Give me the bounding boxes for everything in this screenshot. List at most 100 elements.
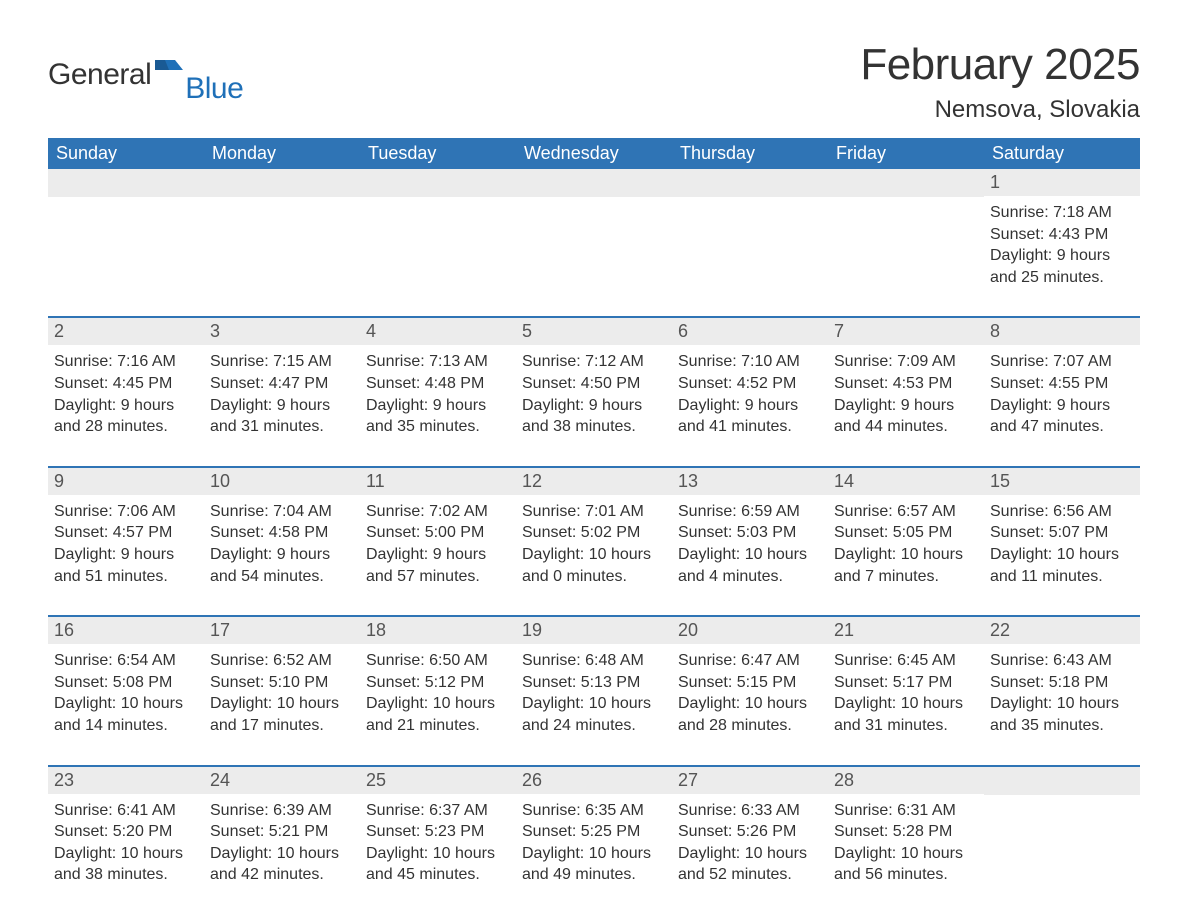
day-number: 25: [360, 767, 516, 794]
day-number: 22: [984, 617, 1140, 644]
day-cell: 8Sunrise: 7:07 AMSunset: 4:55 PMDaylight…: [984, 318, 1140, 447]
sunrise-text: Sunrise: 6:48 AM: [522, 650, 666, 672]
day-cell: 5Sunrise: 7:12 AMSunset: 4:50 PMDaylight…: [516, 318, 672, 447]
day-number: [48, 169, 204, 197]
sunset-text: Sunset: 4:52 PM: [678, 373, 822, 395]
day-number: 9: [48, 468, 204, 495]
day-cell: [828, 169, 984, 298]
day-body: Sunrise: 7:10 AMSunset: 4:52 PMDaylight:…: [672, 345, 828, 447]
daylight-text: Daylight: 10 hours and 11 minutes.: [990, 544, 1134, 587]
sunrise-text: Sunrise: 7:06 AM: [54, 501, 198, 523]
title-block: February 2025 Nemsova, Slovakia: [860, 40, 1140, 124]
day-body: Sunrise: 7:04 AMSunset: 4:58 PMDaylight:…: [204, 495, 360, 597]
day-number: 17: [204, 617, 360, 644]
day-number: 8: [984, 318, 1140, 345]
weekday-header: Wednesday: [516, 138, 672, 169]
sunrise-text: Sunrise: 6:35 AM: [522, 800, 666, 822]
sunrise-text: Sunrise: 7:15 AM: [210, 351, 354, 373]
daylight-text: Daylight: 9 hours and 28 minutes.: [54, 395, 198, 438]
logo: General Blue: [48, 58, 243, 92]
daylight-text: Daylight: 9 hours and 41 minutes.: [678, 395, 822, 438]
day-cell: 11Sunrise: 7:02 AMSunset: 5:00 PMDayligh…: [360, 468, 516, 597]
week-spacer: [48, 597, 1140, 615]
sunset-text: Sunset: 5:07 PM: [990, 522, 1134, 544]
daylight-text: Daylight: 10 hours and 31 minutes.: [834, 693, 978, 736]
sunrise-text: Sunrise: 7:12 AM: [522, 351, 666, 373]
day-cell: 15Sunrise: 6:56 AMSunset: 5:07 PMDayligh…: [984, 468, 1140, 597]
sunset-text: Sunset: 4:45 PM: [54, 373, 198, 395]
day-body: Sunrise: 6:31 AMSunset: 5:28 PMDaylight:…: [828, 794, 984, 896]
day-body: Sunrise: 7:07 AMSunset: 4:55 PMDaylight:…: [984, 345, 1140, 447]
day-cell: 10Sunrise: 7:04 AMSunset: 4:58 PMDayligh…: [204, 468, 360, 597]
day-number: 12: [516, 468, 672, 495]
month-title: February 2025: [860, 40, 1140, 90]
weekday-header: Friday: [828, 138, 984, 169]
day-cell: 2Sunrise: 7:16 AMSunset: 4:45 PMDaylight…: [48, 318, 204, 447]
sunrise-text: Sunrise: 7:04 AM: [210, 501, 354, 523]
sunset-text: Sunset: 5:18 PM: [990, 672, 1134, 694]
day-number: 26: [516, 767, 672, 794]
day-cell: 19Sunrise: 6:48 AMSunset: 5:13 PMDayligh…: [516, 617, 672, 746]
sunrise-text: Sunrise: 7:02 AM: [366, 501, 510, 523]
day-cell: [672, 169, 828, 298]
day-cell: 13Sunrise: 6:59 AMSunset: 5:03 PMDayligh…: [672, 468, 828, 597]
day-body: Sunrise: 7:02 AMSunset: 5:00 PMDaylight:…: [360, 495, 516, 597]
day-number: 4: [360, 318, 516, 345]
sunset-text: Sunset: 4:43 PM: [990, 224, 1134, 246]
sunrise-text: Sunrise: 6:41 AM: [54, 800, 198, 822]
sunrise-text: Sunrise: 6:54 AM: [54, 650, 198, 672]
day-number: 10: [204, 468, 360, 495]
day-cell: 17Sunrise: 6:52 AMSunset: 5:10 PMDayligh…: [204, 617, 360, 746]
day-cell: [48, 169, 204, 298]
day-number: [204, 169, 360, 197]
day-number: 1: [984, 169, 1140, 196]
day-number: [828, 169, 984, 197]
day-cell: 22Sunrise: 6:43 AMSunset: 5:18 PMDayligh…: [984, 617, 1140, 746]
sunset-text: Sunset: 5:21 PM: [210, 821, 354, 843]
day-cell: 23Sunrise: 6:41 AMSunset: 5:20 PMDayligh…: [48, 767, 204, 896]
day-number: 15: [984, 468, 1140, 495]
topbar: General Blue February 2025 Nemsova, Slov…: [48, 40, 1140, 124]
day-number: 14: [828, 468, 984, 495]
day-cell: 7Sunrise: 7:09 AMSunset: 4:53 PMDaylight…: [828, 318, 984, 447]
sunset-text: Sunset: 4:58 PM: [210, 522, 354, 544]
week-spacer: [48, 298, 1140, 316]
daylight-text: Daylight: 9 hours and 35 minutes.: [366, 395, 510, 438]
day-body: Sunrise: 6:39 AMSunset: 5:21 PMDaylight:…: [204, 794, 360, 896]
daylight-text: Daylight: 9 hours and 51 minutes.: [54, 544, 198, 587]
sunset-text: Sunset: 5:25 PM: [522, 821, 666, 843]
sunrise-text: Sunrise: 7:16 AM: [54, 351, 198, 373]
day-body: Sunrise: 7:01 AMSunset: 5:02 PMDaylight:…: [516, 495, 672, 597]
day-number: 23: [48, 767, 204, 794]
sunset-text: Sunset: 4:53 PM: [834, 373, 978, 395]
day-cell: 27Sunrise: 6:33 AMSunset: 5:26 PMDayligh…: [672, 767, 828, 896]
sunset-text: Sunset: 5:17 PM: [834, 672, 978, 694]
day-body: Sunrise: 6:48 AMSunset: 5:13 PMDaylight:…: [516, 644, 672, 746]
day-cell: 26Sunrise: 6:35 AMSunset: 5:25 PMDayligh…: [516, 767, 672, 896]
sunset-text: Sunset: 4:50 PM: [522, 373, 666, 395]
sunset-text: Sunset: 5:23 PM: [366, 821, 510, 843]
sunset-text: Sunset: 5:26 PM: [678, 821, 822, 843]
sunrise-text: Sunrise: 6:57 AM: [834, 501, 978, 523]
day-cell: 12Sunrise: 7:01 AMSunset: 5:02 PMDayligh…: [516, 468, 672, 597]
daylight-text: Daylight: 10 hours and 45 minutes.: [366, 843, 510, 886]
day-body: Sunrise: 6:56 AMSunset: 5:07 PMDaylight:…: [984, 495, 1140, 597]
sunset-text: Sunset: 5:00 PM: [366, 522, 510, 544]
daylight-text: Daylight: 10 hours and 7 minutes.: [834, 544, 978, 587]
sunset-text: Sunset: 5:15 PM: [678, 672, 822, 694]
day-cell: 9Sunrise: 7:06 AMSunset: 4:57 PMDaylight…: [48, 468, 204, 597]
day-number: [984, 767, 1140, 795]
day-number: [360, 169, 516, 197]
sunrise-text: Sunrise: 6:56 AM: [990, 501, 1134, 523]
sunrise-text: Sunrise: 6:52 AM: [210, 650, 354, 672]
sunset-text: Sunset: 5:12 PM: [366, 672, 510, 694]
day-cell: 21Sunrise: 6:45 AMSunset: 5:17 PMDayligh…: [828, 617, 984, 746]
daylight-text: Daylight: 10 hours and 56 minutes.: [834, 843, 978, 886]
sunrise-text: Sunrise: 6:37 AM: [366, 800, 510, 822]
day-cell: 6Sunrise: 7:10 AMSunset: 4:52 PMDaylight…: [672, 318, 828, 447]
daylight-text: Daylight: 9 hours and 38 minutes.: [522, 395, 666, 438]
day-body: Sunrise: 7:09 AMSunset: 4:53 PMDaylight:…: [828, 345, 984, 447]
logo-flag-icon: [155, 56, 183, 83]
sunset-text: Sunset: 4:47 PM: [210, 373, 354, 395]
day-body: Sunrise: 7:12 AMSunset: 4:50 PMDaylight:…: [516, 345, 672, 447]
